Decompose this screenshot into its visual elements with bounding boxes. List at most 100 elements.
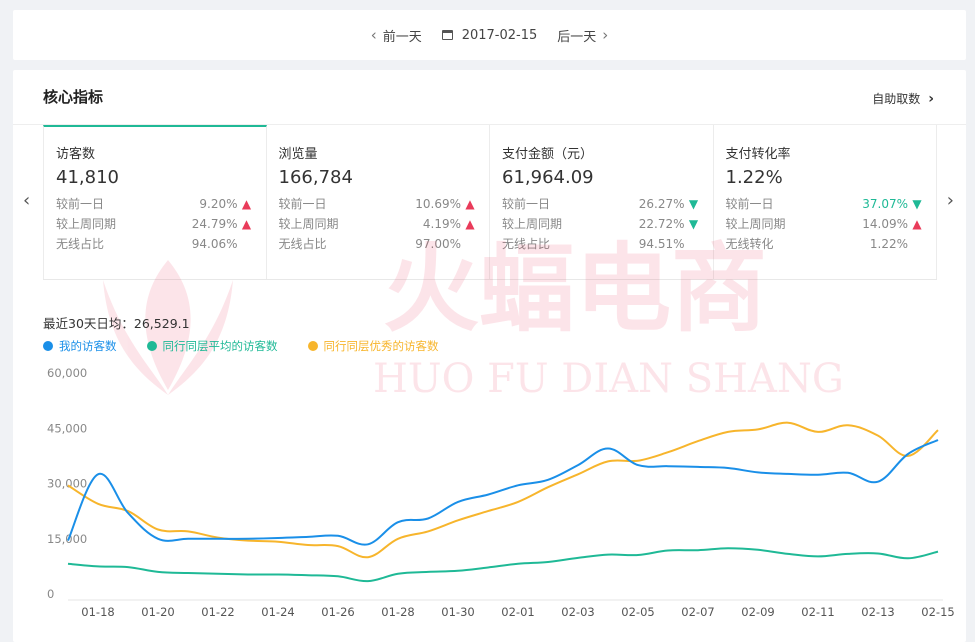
x-tick-label: 02-03 <box>561 605 594 619</box>
date-picker[interactable]: 2017-02-15 <box>441 27 538 43</box>
card-title: 核心指标 <box>43 88 104 106</box>
compare-value: 22.72% <box>638 217 685 231</box>
current-date: 2017-02-15 <box>461 27 538 43</box>
metric-compare-row: 无线占比 94.06% <box>56 234 254 254</box>
visitor-line-chart: 60,000 45,000 30,000 15,000 0 01-18 01-20 01-22… <box>47 366 955 619</box>
metric-compare-row: 较前一日 26.27% ▼ <box>502 194 701 214</box>
y-tick-label: 45,000 <box>47 421 87 435</box>
metric-compare-row: 无线占比 94.51% <box>502 234 701 254</box>
metrics-row: 访客数 41,810 较前一日 9.20% ▲ 较上周同期 24.79% ▲ 无线占比 94.06… <box>43 125 937 280</box>
compare-label: 无线占比 <box>56 237 105 251</box>
arrow-up-icon: ▲ <box>241 197 252 211</box>
arrow-up-icon: ▲ <box>912 217 922 231</box>
metric-tile[interactable]: 支付转化率 1.22% 较前一日 37.07% ▼ 较上周同期 14.09% ▲ 无线转化 1.2… <box>714 125 937 279</box>
metric-name: 支付转化率 <box>725 147 791 162</box>
metric-name: 支付金额（元） <box>502 147 594 162</box>
legend-label: 我的访客数 <box>59 339 117 353</box>
x-tick-label: 01-18 <box>81 605 114 619</box>
metric-compare-row: 较上周同期 22.72% ▼ <box>502 214 701 234</box>
metric-compare-row: 较前一日 37.07% ▼ <box>726 194 925 214</box>
y-tick-label: 60,000 <box>47 366 87 380</box>
legend-item[interactable]: 我的访客数 <box>43 338 117 354</box>
core-metrics-card: 核心指标 自助取数 › ‹ › 访客数 41,810 较前一日 9.20% ▲ 较上周同期 2… <box>13 70 966 642</box>
metrics-next-arrow[interactable]: › <box>946 190 954 211</box>
compare-label: 无线转化 <box>725 237 774 251</box>
metric-compare-row: 较上周同期 4.19% ▲ <box>279 214 478 234</box>
compare-label: 较前一日 <box>278 197 327 211</box>
compare-value: 24.79% <box>191 217 238 231</box>
arrow-up-icon: ▲ <box>465 217 475 231</box>
x-tick-label: 01-26 <box>321 605 354 619</box>
compare-label: 较前一日 <box>502 197 551 211</box>
chart-legend: 我的访客数 同行同层平均的访客数 同行同层优秀的访客数 <box>43 338 469 354</box>
arrow-up-icon: ▲ <box>465 197 475 211</box>
chevron-left-icon: ‹ <box>370 26 377 44</box>
compare-label: 较上周同期 <box>502 217 563 231</box>
compare-value: 4.19% <box>422 217 461 231</box>
compare-label: 较前一日 <box>725 197 774 211</box>
x-tick-label: 02-01 <box>501 605 534 619</box>
legend-label: 同行同层优秀的访客数 <box>323 339 439 353</box>
x-tick-label: 02-09 <box>741 605 774 619</box>
metric-compare-row: 无线占比 97.00% <box>279 234 478 254</box>
series-line[interactable] <box>67 421 939 559</box>
arrow-down-icon: ▼ <box>688 217 699 231</box>
series-line[interactable] <box>67 547 939 583</box>
self-fetch-link[interactable]: 自助取数 › <box>872 90 934 107</box>
series-line[interactable] <box>67 439 939 546</box>
previous-day-label: 前一天 <box>382 29 422 45</box>
metric-compare-row: 较前一日 10.69% ▲ <box>279 194 478 214</box>
legend-dot-icon <box>146 341 157 351</box>
chevron-right-icon: › <box>602 26 609 44</box>
next-day-button[interactable]: 后一天 › <box>557 26 614 45</box>
arrow-down-icon: ▼ <box>688 197 699 211</box>
compare-value: 14.09% <box>862 217 908 231</box>
self-fetch-label: 自助取数 <box>872 92 921 106</box>
metric-name: 访客数 <box>56 147 96 162</box>
x-tick-label: 02-11 <box>801 605 834 619</box>
y-tick-label: 0 <box>47 587 54 601</box>
y-tick-label: 15,000 <box>47 532 87 546</box>
x-tick-label: 01-22 <box>201 605 234 619</box>
x-tick-label: 01-20 <box>141 605 174 619</box>
compare-value: 9.20% <box>199 197 238 211</box>
compare-label: 较上周同期 <box>278 217 339 231</box>
compare-value: 97.00% <box>415 237 461 251</box>
compare-value: 10.69% <box>415 197 461 211</box>
legend-dot-icon <box>307 341 318 351</box>
x-tick-label: 02-05 <box>621 605 654 619</box>
metric-tile[interactable]: 访客数 41,810 较前一日 9.20% ▲ 较上周同期 24.79% ▲ 无线占比 94.06… <box>43 125 267 279</box>
compare-label: 较上周同期 <box>725 217 786 231</box>
legend-item[interactable]: 同行同层平均的访客数 <box>146 338 278 354</box>
metric-tile[interactable]: 支付金额（元） 61,964.09 较前一日 26.27% ▼ 较上周同期 22.72% ▼ 无… <box>490 125 714 279</box>
compare-value: 1.22% <box>869 237 908 251</box>
x-tick-label: 02-07 <box>681 605 714 619</box>
x-tick-label: 02-15 <box>921 605 954 619</box>
metric-tile[interactable]: 浏览量 166,784 较前一日 10.69% ▲ 较上周同期 4.19% ▲ 无线占比 97.0… <box>267 125 490 279</box>
legend-item[interactable]: 同行同层优秀的访客数 <box>307 338 439 354</box>
compare-label: 较前一日 <box>56 197 105 211</box>
legend-label: 同行同层平均的访客数 <box>162 339 278 353</box>
previous-day-button[interactable]: ‹ 前一天 <box>365 26 422 45</box>
thirty-day-average: 最近30天日均：26,529.1 <box>43 316 190 331</box>
compare-label: 无线占比 <box>278 237 327 251</box>
compare-label: 较上周同期 <box>56 217 117 231</box>
next-day-label: 后一天 <box>557 29 597 45</box>
x-tick-label: 01-28 <box>381 605 414 619</box>
y-tick-label: 30,000 <box>47 477 87 491</box>
metric-value: 166,784 <box>278 167 353 188</box>
date-navigation-bar: ‹ 前一天 2017-02-15 后一天 › <box>13 10 966 60</box>
metric-compare-row: 较上周同期 24.79% ▲ <box>56 214 254 234</box>
compare-value: 26.27% <box>638 197 685 211</box>
metrics-prev-arrow[interactable]: ‹ <box>23 190 31 211</box>
metric-compare-row: 无线转化 1.22% <box>726 234 925 254</box>
compare-value: 94.51% <box>638 237 685 251</box>
divider <box>13 124 966 125</box>
x-tick-label: 01-30 <box>441 605 474 619</box>
legend-dot-icon <box>43 341 53 351</box>
x-tick-label: 02-13 <box>861 605 894 619</box>
chevron-right-icon: › <box>928 91 934 107</box>
metric-value: 1.22% <box>725 167 783 188</box>
compare-label: 无线占比 <box>502 237 551 251</box>
arrow-down-icon: ▼ <box>912 197 922 211</box>
